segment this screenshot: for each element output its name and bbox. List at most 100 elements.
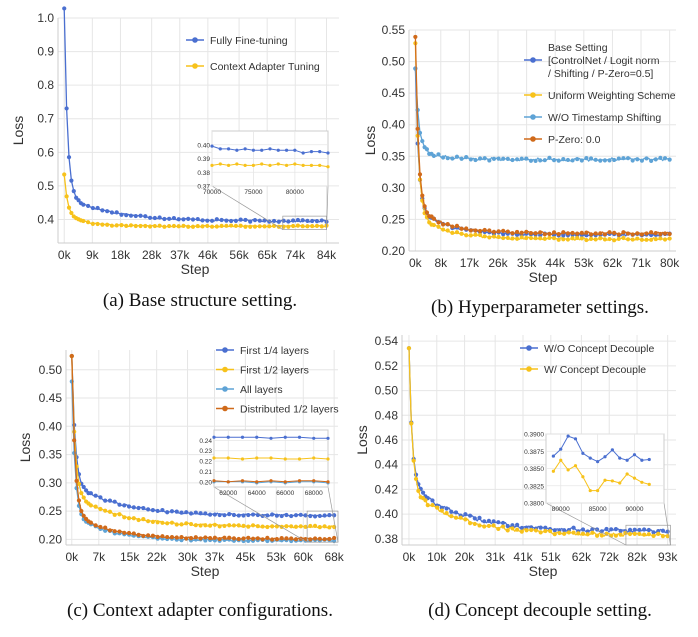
inset-data-point [297, 479, 302, 483]
legend-marker-dot [222, 347, 228, 353]
data-point [214, 224, 219, 229]
y-tick-label: 0.8 [37, 78, 54, 92]
data-point [496, 526, 501, 532]
inset-data-point [566, 434, 570, 438]
data-point [482, 156, 487, 161]
data-point [238, 217, 243, 222]
data-point [208, 512, 213, 517]
data-point [265, 535, 270, 540]
data-point [322, 524, 327, 529]
data-point [200, 218, 205, 223]
inset-data-point [581, 451, 585, 455]
data-point [66, 155, 72, 160]
data-point [464, 155, 469, 160]
data-point [133, 213, 138, 219]
data-point [146, 507, 151, 512]
data-point [112, 529, 117, 534]
data-point [286, 224, 291, 229]
data-point [291, 218, 296, 223]
data-point [246, 538, 251, 544]
data-point [487, 235, 492, 240]
y-tick-label: 0.50 [375, 384, 399, 398]
y-tick-label: 0.4 [37, 212, 54, 226]
data-point [136, 532, 141, 537]
legend-label: All layers [240, 384, 283, 396]
data-point [293, 524, 299, 529]
data-point [165, 521, 170, 526]
data-point [602, 237, 608, 242]
inset-data-point [632, 476, 637, 480]
data-point [222, 513, 227, 518]
data-point [642, 527, 647, 532]
data-point [279, 513, 284, 519]
data-point [618, 532, 623, 537]
data-point [658, 231, 663, 237]
inset-data-point [551, 454, 555, 458]
data-point [88, 491, 93, 496]
data-point [473, 228, 478, 233]
data-point [627, 527, 633, 532]
data-point [644, 237, 649, 242]
data-point [119, 212, 124, 217]
data-point [528, 235, 534, 241]
data-point [236, 536, 241, 542]
inset-data-point [283, 480, 287, 484]
data-point [217, 512, 222, 518]
data-point [528, 158, 534, 163]
data-point [81, 218, 86, 224]
inset-data-point [326, 151, 330, 155]
data-point [621, 230, 626, 235]
data-point [126, 504, 132, 509]
x-tick-label: 93k [658, 550, 678, 564]
data-point [83, 488, 89, 493]
inset-x-tick-label: 62000 [219, 490, 237, 497]
data-point [284, 536, 289, 541]
data-point [122, 503, 127, 508]
data-point [229, 218, 234, 224]
x-tick-label: 68k [324, 550, 344, 564]
data-point [114, 223, 119, 228]
data-point [109, 223, 115, 228]
x-tick-label: 15k [120, 550, 140, 564]
data-point [300, 218, 305, 223]
data-point [579, 158, 584, 163]
x-tick-label: 44k [546, 256, 566, 270]
data-point [501, 156, 506, 161]
data-point [174, 535, 179, 540]
data-point [81, 202, 86, 207]
x-tick-label: 26k [488, 256, 508, 270]
data-point [653, 230, 658, 236]
inset-data-point [269, 436, 273, 440]
data-point [416, 488, 421, 493]
x-tick-label: 82k [627, 550, 647, 564]
data-point [233, 218, 239, 224]
data-point [505, 523, 510, 529]
data-point [308, 513, 313, 519]
data-point [607, 158, 612, 163]
data-point [580, 531, 586, 536]
data-point [114, 210, 119, 215]
data-point [552, 528, 557, 533]
data-point [651, 533, 656, 538]
data-point [205, 223, 210, 229]
chart-panel-3: 0k 7k 15k 22k 30k 37k 45k 53k 60k 68k 0.20 0.25 0.30… [17, 345, 345, 621]
inset-x-tick-label: 90000 [625, 506, 643, 513]
data-point [533, 231, 538, 236]
inset-x-tick-label: 68000 [305, 490, 323, 497]
legend-marker-dot [530, 92, 536, 98]
legend-label: Uniform Weighting Scheme [548, 90, 676, 102]
data-point [435, 505, 440, 510]
data-point [122, 515, 127, 520]
data-point [152, 223, 157, 229]
x-tick-label: 7k [92, 550, 106, 564]
data-point [607, 236, 612, 242]
data-point [198, 536, 203, 541]
data-point [468, 233, 473, 238]
data-point [248, 219, 253, 224]
data-point [588, 236, 594, 241]
data-point [477, 523, 482, 528]
data-point [453, 510, 459, 515]
data-point [186, 216, 191, 221]
data-point [542, 236, 547, 241]
inset-y-tick-label: 0.3825 [524, 483, 544, 490]
